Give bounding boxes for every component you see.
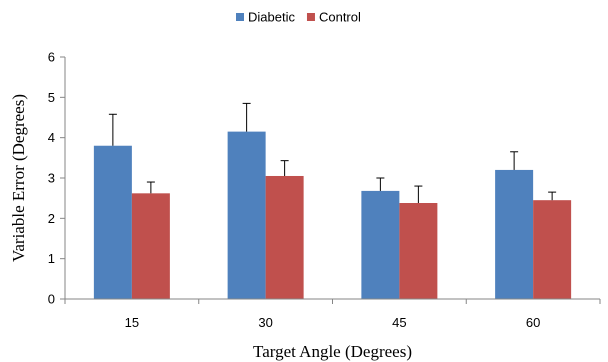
legend-swatch-control (306, 13, 315, 21)
y-tick-label: 1 (48, 251, 55, 266)
error-bar-diabetic-60 (510, 151, 519, 170)
x-axis-title: Target Angle (Degrees) (253, 342, 412, 361)
y-tick-label: 4 (48, 130, 55, 145)
legend-swatch-diabetic (236, 13, 244, 21)
bar-control-45 (399, 203, 438, 299)
bar-control-30 (265, 175, 304, 299)
x-tick-label: 15 (125, 315, 139, 330)
error-bar-control-30 (280, 160, 289, 176)
x-tick-label: 30 (258, 315, 272, 330)
y-axis-title: Variable Error (Degrees) (9, 94, 28, 262)
bar-control-15 (131, 193, 170, 299)
y-tick-label: 3 (48, 171, 55, 186)
y-tick-label: 5 (48, 90, 55, 105)
error-bars (108, 102, 557, 204)
bar-control-60 (533, 200, 572, 299)
bar-diabetic-60 (495, 169, 534, 299)
y-axis-ticks: 0 1 2 3 4 5 6 (48, 50, 65, 307)
bars (93, 131, 572, 299)
legend-label-diabetic: Diabetic (248, 10, 295, 25)
x-tick-label: 45 (392, 315, 406, 330)
bar-diabetic-15 (93, 145, 132, 299)
error-bar-control-15 (146, 181, 155, 194)
error-bar-control-45 (414, 185, 423, 204)
y-tick-label: 6 (48, 50, 55, 65)
legend-label-control: Control (319, 10, 361, 25)
y-tick-label: 2 (48, 211, 55, 226)
x-tick-label: 60 (526, 315, 540, 330)
bar-diabetic-30 (227, 131, 266, 299)
y-tick-label: 0 (48, 292, 55, 307)
legend: Diabetic Control (236, 10, 361, 25)
error-bar-control-60 (548, 191, 557, 201)
bar-diabetic-45 (361, 190, 400, 299)
x-axis-ticks: 15 30 45 60 (64, 299, 601, 330)
error-bar-diabetic-30 (242, 102, 251, 132)
error-bar-diabetic-45 (376, 177, 385, 191)
error-bar-diabetic-15 (108, 113, 117, 146)
